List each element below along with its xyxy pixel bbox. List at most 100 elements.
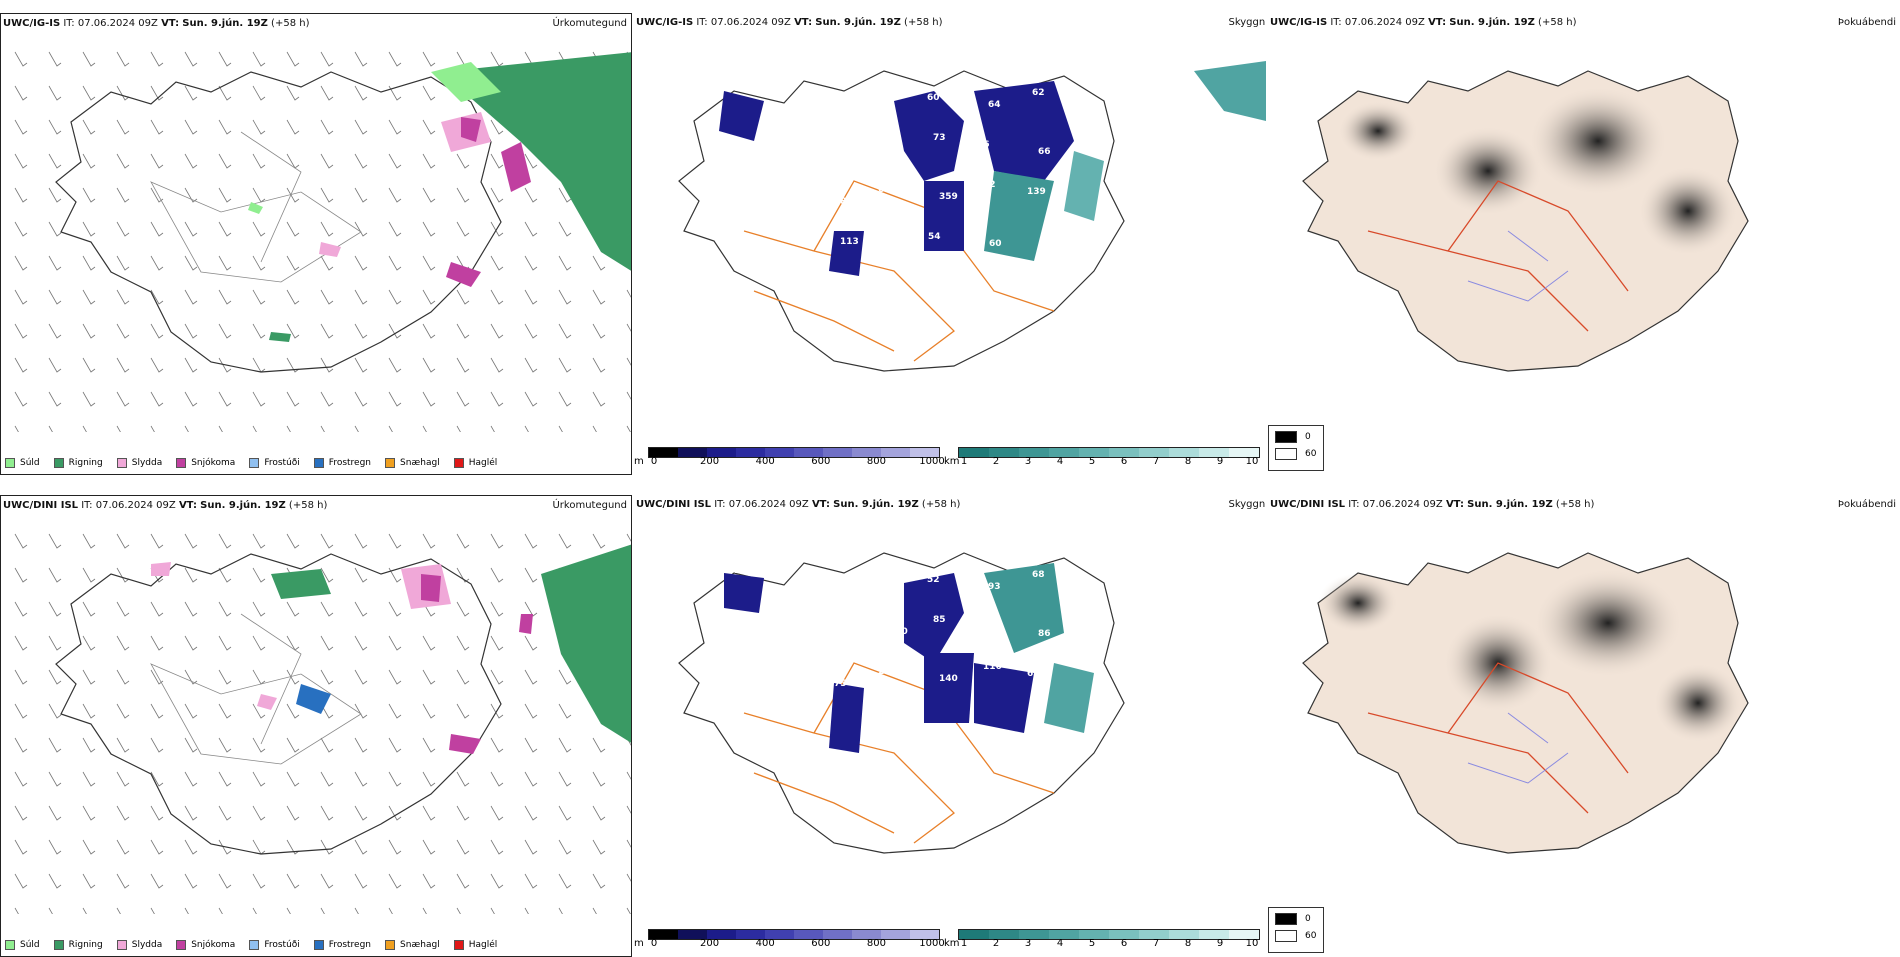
ceiling-value-label: 68 bbox=[1032, 570, 1045, 580]
wind-barb bbox=[490, 533, 504, 549]
colorbar-tick: 400 bbox=[755, 938, 775, 949]
wind-barb bbox=[82, 635, 96, 651]
wind-barb bbox=[388, 323, 402, 339]
wind-barb bbox=[14, 635, 28, 651]
wind-barb bbox=[388, 601, 402, 617]
field-name: Úrkomutegund bbox=[552, 500, 627, 511]
colorbar-bin bbox=[823, 448, 852, 457]
legend-swatch bbox=[176, 940, 187, 950]
wind-barb bbox=[150, 669, 164, 685]
wind-barb bbox=[626, 737, 631, 746]
ceiling-value-label: 78 bbox=[734, 84, 747, 94]
wind-barb bbox=[184, 567, 198, 583]
wind-barb bbox=[48, 873, 62, 889]
wind-barb bbox=[456, 187, 470, 203]
wind-barb bbox=[354, 51, 368, 67]
colorbar-bin bbox=[910, 448, 939, 457]
wind-barb bbox=[456, 907, 461, 914]
wind-barb bbox=[116, 873, 130, 889]
ceiling-value-label: 116 bbox=[983, 662, 1002, 672]
wind-barb bbox=[82, 187, 96, 203]
legend-label: Rigning bbox=[68, 940, 103, 950]
colorbar-bin bbox=[1229, 448, 1259, 457]
wind-barb bbox=[286, 119, 300, 135]
wind-barb bbox=[150, 737, 164, 753]
wind-barb bbox=[524, 703, 538, 719]
wind-barb bbox=[592, 289, 606, 305]
colorbar-tick: 8 bbox=[1184, 456, 1192, 467]
wind-barb bbox=[422, 805, 436, 821]
wind-barb bbox=[184, 771, 198, 787]
legend-label: Haglél bbox=[468, 940, 498, 950]
colorbar-bin bbox=[1049, 930, 1079, 939]
legend-item: Frostregn bbox=[313, 940, 371, 950]
panel-title: UWC/IG-IS IT: 07.06.2024 09Z VT: Sun. 9.… bbox=[636, 17, 943, 28]
wind-barb bbox=[422, 533, 436, 549]
precip-type-panel-1: UWC/IG-IS IT: 07.06.2024 09Z VT: Sun. 9.… bbox=[0, 13, 632, 475]
colorbar-tick: 9 bbox=[1216, 938, 1224, 949]
legend-swatch bbox=[5, 458, 15, 468]
wind-barb bbox=[48, 425, 53, 432]
wind-barb bbox=[320, 323, 334, 339]
wind-barb bbox=[354, 323, 368, 339]
wind-barb bbox=[286, 533, 300, 549]
wind-barb bbox=[48, 601, 62, 617]
wind-barb bbox=[82, 357, 96, 373]
wind-barb bbox=[252, 323, 266, 339]
fog-legend-label: 0 bbox=[1305, 914, 1311, 924]
colorbar-tick: 800 bbox=[866, 938, 886, 949]
wind-barb bbox=[490, 601, 504, 617]
wind-barb bbox=[184, 669, 198, 685]
wind-barb bbox=[14, 85, 28, 101]
wind-barb bbox=[116, 357, 130, 373]
wind-barb bbox=[184, 601, 198, 617]
wind-barb bbox=[524, 601, 538, 617]
wind-barb bbox=[150, 805, 164, 821]
wind-barb bbox=[524, 635, 538, 651]
ceiling-value-label: 76 bbox=[795, 91, 808, 101]
wind-barb bbox=[218, 703, 232, 719]
wind-barb bbox=[456, 771, 470, 787]
wind-barb bbox=[558, 805, 572, 821]
wind-barb bbox=[626, 907, 631, 914]
wind-barb bbox=[82, 703, 96, 719]
wind-barb bbox=[218, 85, 232, 101]
wind-barb bbox=[422, 771, 436, 787]
wind-barb bbox=[252, 153, 266, 169]
wind-barb bbox=[252, 85, 266, 101]
colorbar-strip bbox=[648, 929, 940, 940]
wind-barb bbox=[422, 391, 436, 407]
ceiling-value-label: 101 bbox=[746, 183, 765, 193]
ceiling-value-label: 52 bbox=[927, 575, 940, 585]
fog-legend: 0 60 bbox=[1268, 907, 1324, 953]
wind-barb bbox=[48, 391, 62, 407]
wind-barb bbox=[252, 771, 266, 787]
wind-barb bbox=[320, 771, 334, 787]
wind-barb bbox=[456, 635, 470, 651]
wind-barb bbox=[48, 187, 62, 203]
wind-barb bbox=[320, 737, 334, 753]
precip-legend: Súld Rigning Slydda Snjókoma Frostúði Frostre… bbox=[5, 940, 497, 950]
wind-barb bbox=[388, 737, 402, 753]
wind-barb bbox=[116, 737, 130, 753]
wind-barb bbox=[48, 357, 62, 373]
wind-barb bbox=[14, 323, 28, 339]
ceiling-value-label: 65 bbox=[735, 242, 748, 252]
wind-barb bbox=[252, 737, 266, 753]
wind-barb bbox=[116, 425, 121, 432]
legend-label: Súld bbox=[20, 458, 40, 468]
wind-barb bbox=[422, 635, 436, 651]
wind-barb bbox=[48, 85, 62, 101]
ceiling-value-label: 64 bbox=[988, 100, 1001, 110]
wind-barb bbox=[252, 907, 257, 914]
legend-swatch bbox=[5, 940, 15, 950]
wind-barb bbox=[524, 323, 538, 339]
colorbar-bin bbox=[1079, 448, 1109, 457]
wind-barb bbox=[388, 805, 402, 821]
wind-barb bbox=[524, 221, 538, 237]
legend-swatch bbox=[53, 940, 64, 950]
colorbar-bin bbox=[649, 448, 678, 457]
wind-barb bbox=[354, 635, 368, 651]
wind-barb bbox=[558, 839, 572, 855]
colorbar-strip bbox=[958, 929, 1260, 940]
